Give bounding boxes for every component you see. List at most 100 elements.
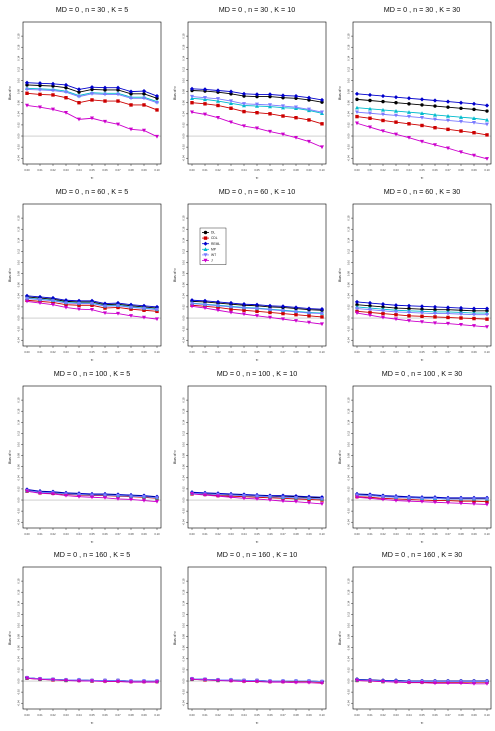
data-point bbox=[307, 314, 311, 318]
data-point bbox=[394, 109, 398, 113]
x-tick-label: 0.00 bbox=[354, 713, 360, 717]
plot-frame bbox=[22, 203, 162, 347]
data-point bbox=[433, 321, 437, 326]
y-tick-label: 0.06 bbox=[182, 282, 186, 288]
data-point bbox=[368, 106, 372, 111]
x-tick-label: 0.00 bbox=[189, 350, 195, 354]
y-tick-label: 0.14 bbox=[182, 419, 186, 425]
legend-label: CDL bbox=[211, 236, 218, 240]
data-point bbox=[446, 311, 450, 316]
data-point bbox=[459, 312, 463, 317]
data-point bbox=[407, 496, 411, 500]
x-tick-label: 0.03 bbox=[63, 532, 69, 536]
data-point bbox=[381, 112, 385, 117]
data-point bbox=[77, 101, 81, 105]
data-point bbox=[281, 132, 285, 137]
panel-title: MD = 0 , n = 60 , K = 30 bbox=[384, 187, 461, 196]
y-tick-label: 0.04 bbox=[347, 656, 351, 662]
chart-panel: MD = 0 , n = 160 , K = 5 Bias of τ² τ² -0.0… bbox=[8, 550, 162, 725]
panel-title: MD = 0 , n = 30 , K = 30 bbox=[384, 5, 461, 14]
panel-title: MD = 0 , n = 60 , K = 10 bbox=[219, 187, 296, 196]
data-point bbox=[355, 306, 359, 311]
data-point bbox=[216, 308, 220, 313]
series-wt bbox=[355, 493, 489, 501]
y-tick-label: 0.06 bbox=[182, 645, 186, 651]
x-tick-label: 0.06 bbox=[432, 532, 438, 536]
data-point bbox=[381, 497, 385, 502]
y-axis-label: Bias of τ² bbox=[338, 267, 342, 282]
series-cdl bbox=[190, 101, 324, 126]
x-tick-label: 0.00 bbox=[24, 713, 30, 717]
y-tick-label: -0.04 bbox=[182, 519, 186, 525]
x-tick-label: 0.02 bbox=[380, 713, 386, 717]
x-tick-label: 0.09 bbox=[471, 713, 477, 717]
x-tick-label: 0.05 bbox=[89, 350, 95, 354]
legend-marker bbox=[203, 236, 208, 240]
data-point bbox=[116, 88, 120, 92]
y-tick-label: 0.02 bbox=[17, 486, 21, 492]
x-tick-label: 0.04 bbox=[241, 168, 247, 172]
y-tick-label: 0.10 bbox=[347, 77, 351, 83]
y-tick-label: 0.18 bbox=[182, 215, 186, 221]
x-tick-label: 0.08 bbox=[128, 168, 134, 172]
data-point bbox=[306, 95, 312, 100]
series-dl bbox=[25, 83, 159, 100]
x-tick-label: 0.05 bbox=[419, 713, 425, 717]
data-point bbox=[267, 92, 273, 97]
y-tick-label: 0.00 bbox=[17, 133, 21, 139]
data-point bbox=[407, 110, 411, 114]
data-point bbox=[445, 99, 451, 104]
data-point bbox=[255, 94, 259, 99]
x-tick-label: 0.05 bbox=[419, 350, 425, 354]
x-tick-label: 0.00 bbox=[24, 350, 30, 354]
data-point bbox=[90, 98, 94, 102]
panel-title: MD = 0 , n = 100 , K = 30 bbox=[382, 369, 463, 378]
data-point bbox=[155, 317, 159, 322]
data-point bbox=[216, 494, 220, 499]
data-point bbox=[242, 124, 246, 129]
data-point bbox=[64, 96, 68, 100]
data-point bbox=[459, 681, 463, 686]
data-point bbox=[355, 493, 359, 498]
data-point bbox=[459, 115, 463, 119]
series-dl bbox=[355, 97, 489, 113]
x-tick-label: 0.01 bbox=[367, 350, 373, 354]
data-point bbox=[446, 114, 450, 118]
data-point bbox=[355, 121, 359, 126]
data-point bbox=[381, 679, 385, 684]
data-point bbox=[355, 110, 359, 115]
x-tick-label: 0.05 bbox=[254, 168, 260, 172]
data-point bbox=[77, 307, 81, 312]
y-tick-label: 0.08 bbox=[17, 271, 21, 277]
y-tick-label: 0.08 bbox=[17, 453, 21, 459]
x-axis-label: τ² bbox=[256, 540, 259, 544]
data-point bbox=[433, 311, 437, 316]
x-tick-label: 0.04 bbox=[76, 532, 82, 536]
y-tick-label: 0.08 bbox=[347, 453, 351, 459]
x-tick-label: 0.07 bbox=[445, 532, 451, 536]
x-tick-label: 0.07 bbox=[445, 350, 451, 354]
y-tick-label: -0.02 bbox=[182, 326, 186, 332]
data-point bbox=[445, 305, 451, 310]
x-axis-label: τ² bbox=[256, 358, 259, 362]
panel-title: MD = 0 , n = 30 , K = 10 bbox=[219, 5, 296, 14]
data-point bbox=[381, 129, 385, 134]
x-tick-label: 0.10 bbox=[484, 168, 490, 172]
data-point bbox=[229, 305, 233, 309]
data-point bbox=[64, 305, 68, 310]
x-axis-label: τ² bbox=[421, 176, 424, 180]
data-point bbox=[229, 310, 233, 315]
data-point bbox=[407, 319, 411, 323]
data-point bbox=[407, 306, 411, 311]
y-tick-label: 0.08 bbox=[347, 634, 351, 640]
y-tick-label: -0.02 bbox=[347, 689, 351, 695]
y-tick-label: 0.18 bbox=[182, 578, 186, 584]
data-point bbox=[190, 101, 194, 105]
y-tick-label: 0.18 bbox=[182, 33, 186, 39]
data-point bbox=[103, 304, 107, 309]
data-point bbox=[320, 122, 324, 126]
data-point bbox=[228, 300, 234, 306]
data-point bbox=[485, 122, 489, 127]
y-tick-label: 0.14 bbox=[182, 55, 186, 61]
x-tick-label: 0.00 bbox=[354, 168, 360, 172]
